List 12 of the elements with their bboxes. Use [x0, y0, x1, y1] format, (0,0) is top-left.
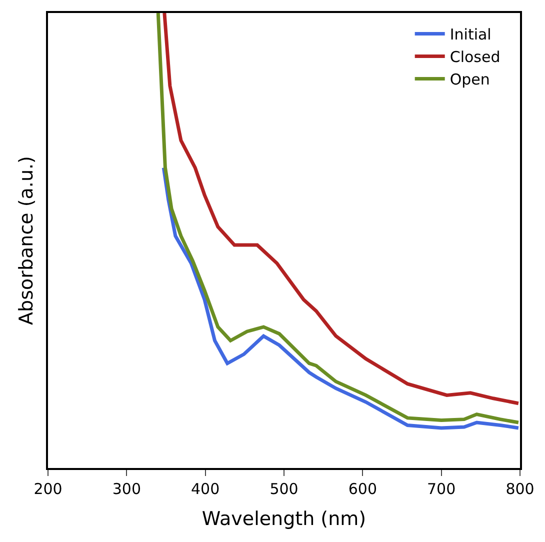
x-tick-label: 600 — [348, 480, 377, 498]
x-tick-label: 700 — [427, 480, 456, 498]
x-tick-label: 500 — [270, 480, 298, 498]
x-tick-label: 400 — [191, 480, 220, 498]
legend-label: Open — [450, 70, 490, 89]
x-tick-label: 200 — [34, 480, 62, 498]
x-tick-label: 300 — [112, 480, 141, 498]
x-axis-title: Wavelength (nm) — [202, 508, 366, 530]
legend-label: Closed — [450, 48, 500, 66]
y-axis-title: Absorbance (a.u.) — [16, 156, 38, 325]
x-tick-label: 800 — [506, 480, 534, 498]
legend-label: Initial — [450, 26, 492, 44]
